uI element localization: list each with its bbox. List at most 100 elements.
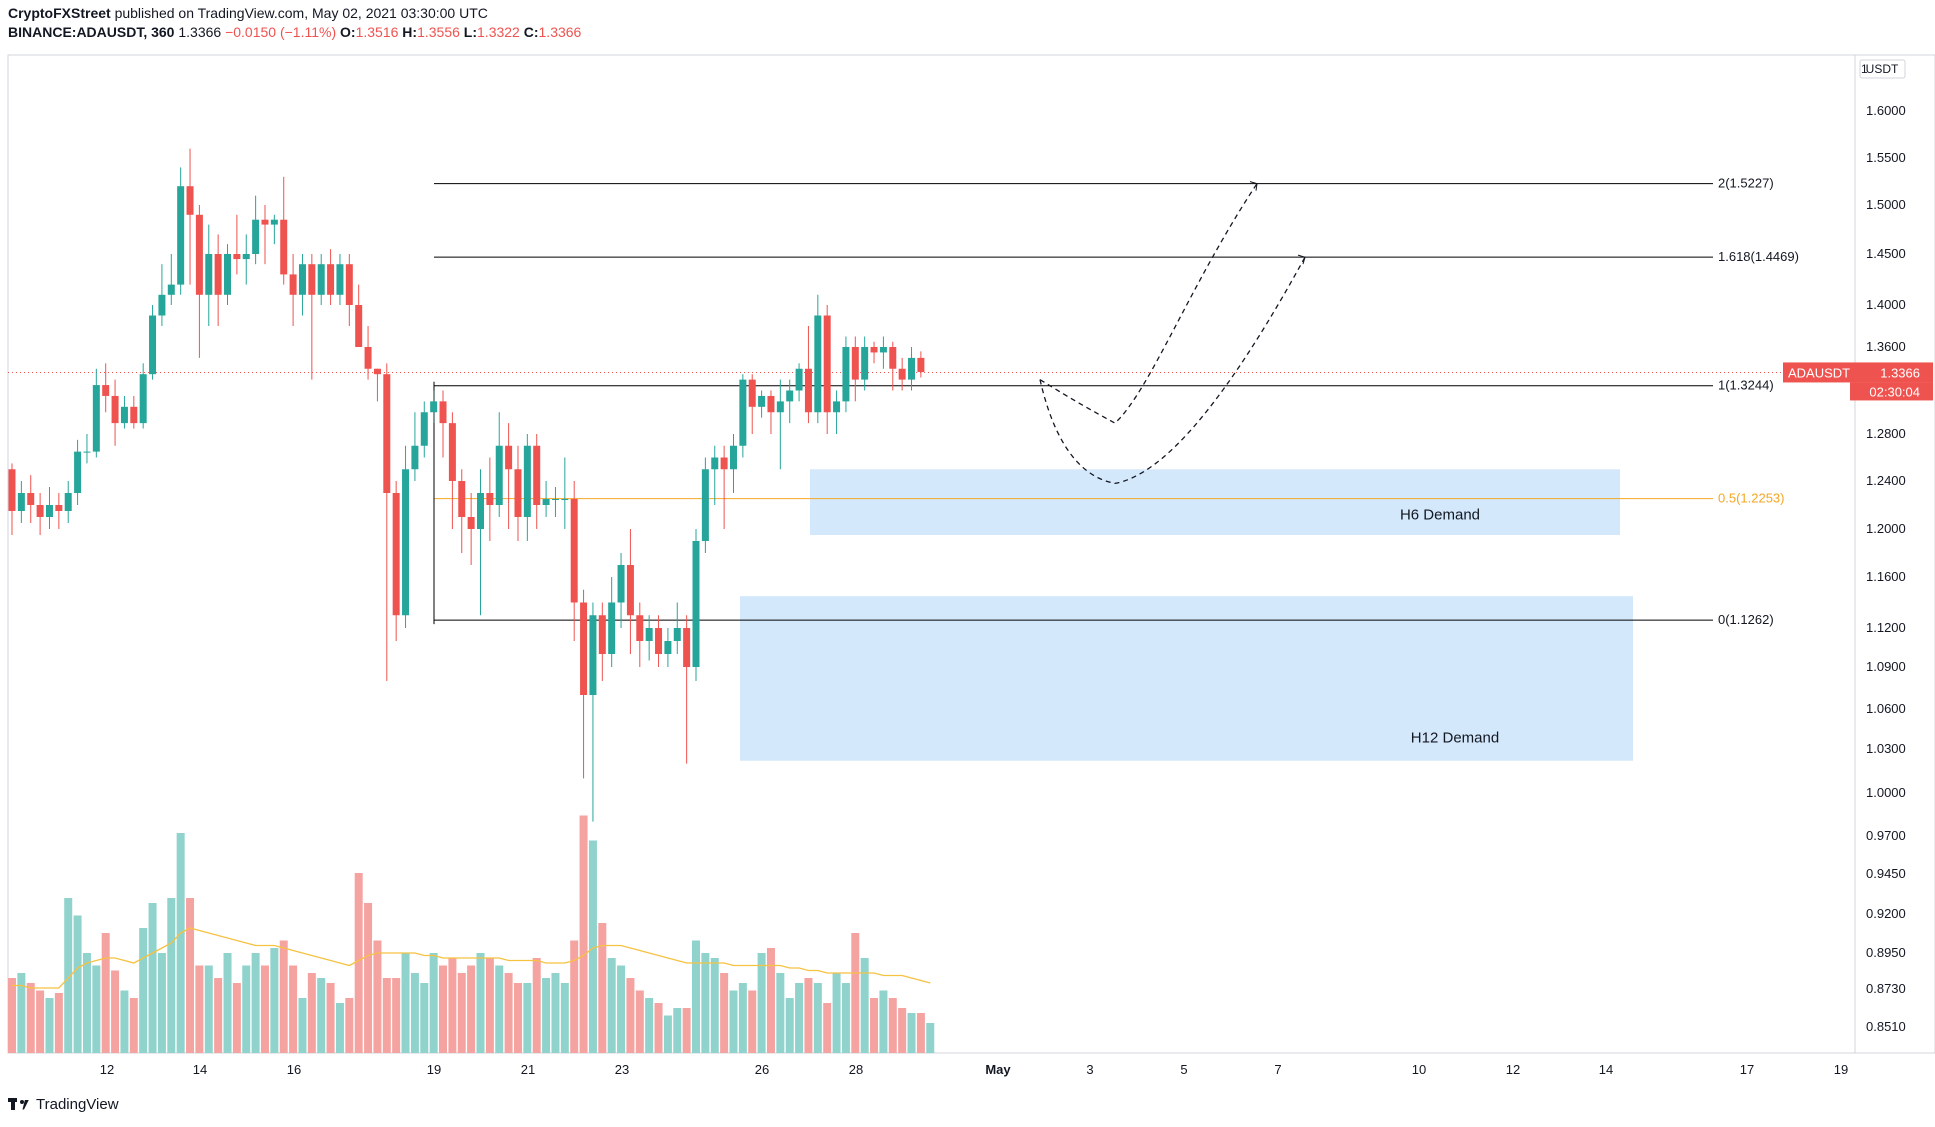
volume-bar <box>898 1008 907 1053</box>
candle-body <box>355 305 363 347</box>
candle-body <box>514 469 522 517</box>
price-tick-label: 0.9700 <box>1866 828 1906 843</box>
volume-bar <box>738 983 747 1053</box>
candle-body <box>149 315 157 375</box>
time-tick-label: 21 <box>521 1062 535 1077</box>
volume-bar <box>916 1013 925 1053</box>
publish-info: CryptoFXStreet published on TradingView.… <box>8 5 488 21</box>
candle-body <box>411 445 419 470</box>
low-value: 1.3322 <box>477 24 520 40</box>
candle-body <box>758 395 766 407</box>
candle-body <box>298 264 306 295</box>
volume-bar <box>766 948 775 1053</box>
volume-bar <box>223 953 232 1053</box>
candle-body <box>786 390 794 402</box>
volume-bar <box>364 903 373 1053</box>
candle-body <box>205 254 213 295</box>
volume-bar <box>8 978 16 1053</box>
demand-zone-label: H6 Demand <box>1400 506 1480 523</box>
candle-body <box>120 406 128 424</box>
countdown-tag <box>1850 382 1933 401</box>
publisher-name[interactable]: CryptoFXStreet <box>8 5 111 21</box>
volume-bar <box>560 983 569 1053</box>
volume-bar <box>813 983 822 1053</box>
volume-bar <box>542 978 551 1053</box>
volume-bar <box>841 983 850 1053</box>
candle-body <box>289 274 297 295</box>
volume-bar <box>326 983 335 1053</box>
volume-bar <box>626 978 635 1053</box>
time-tick-label: 12 <box>1506 1062 1520 1077</box>
candle-body <box>402 469 410 616</box>
volume-bar <box>682 1008 691 1053</box>
candle-body <box>83 451 91 453</box>
volume-bar <box>251 953 260 1053</box>
price-axis <box>1854 54 1935 1054</box>
candle-body <box>879 347 887 353</box>
price-tick-label: 1.5000 <box>1866 197 1906 212</box>
open-value: 1.3516 <box>355 24 399 40</box>
last-price: 1.3366 <box>178 24 222 40</box>
volume-bar <box>607 958 616 1053</box>
volume-bar <box>551 973 560 1053</box>
candle-body <box>870 347 878 353</box>
volume-bar <box>26 983 35 1053</box>
candle-body <box>664 641 672 654</box>
candle-body <box>889 347 897 369</box>
symbol-name: BINANCE:ADAUSDT, 360 <box>8 24 175 40</box>
volume-bar <box>82 953 91 1053</box>
time-tick-label: 23 <box>615 1062 629 1077</box>
volume-bar <box>588 840 597 1053</box>
volume-bar <box>242 965 251 1053</box>
price-tick-label: 1.3600 <box>1866 339 1906 354</box>
volume-bar <box>382 978 391 1053</box>
candle-body <box>580 602 588 695</box>
candle-body <box>598 615 606 654</box>
currency-label: USDT <box>1866 62 1899 76</box>
candle-body <box>551 499 559 500</box>
high-value: 1.3556 <box>417 24 460 40</box>
volume-bar <box>579 815 588 1053</box>
candle-body <box>327 264 335 295</box>
volume-bar <box>785 998 794 1053</box>
candle-body <box>383 374 391 493</box>
fib-level-label: 2(1.5227) <box>1718 176 1774 191</box>
volume-bar <box>345 998 354 1053</box>
candle-body <box>701 469 709 541</box>
candle-body <box>917 357 925 373</box>
volume-bar <box>448 958 457 1053</box>
price-tick-label: 1.0600 <box>1866 701 1906 716</box>
candle-body <box>195 214 203 295</box>
candle-body <box>458 481 466 517</box>
volume-bar <box>214 978 223 1053</box>
price-tick-label: 1.2400 <box>1866 473 1906 488</box>
time-tick-label: 19 <box>427 1062 441 1077</box>
candle-body <box>261 219 269 225</box>
candle-body <box>748 379 756 407</box>
candle-body <box>139 374 147 424</box>
volume-bar <box>645 998 654 1053</box>
brand-label[interactable]: TradingView <box>36 1096 119 1113</box>
volume-bar <box>270 948 279 1053</box>
candle-body <box>823 315 831 413</box>
candle-body <box>505 445 513 470</box>
volume-bar <box>926 1023 935 1053</box>
candle-body <box>308 264 316 295</box>
candle-body <box>814 315 822 413</box>
volume-bar <box>45 998 54 1053</box>
candle-body <box>8 469 16 511</box>
candle-body <box>692 541 700 667</box>
time-tick-label: 26 <box>755 1062 769 1077</box>
volume-bar <box>879 990 888 1053</box>
price-tick-label: 0.8950 <box>1866 945 1906 960</box>
candle-body <box>795 368 803 391</box>
current-price-value: 1.3366 <box>1880 365 1920 380</box>
current-price-symbol: ADAUSDT <box>1788 365 1850 380</box>
candle-body <box>589 615 597 695</box>
candle-body <box>542 499 550 505</box>
candle-body <box>233 254 241 260</box>
price-tick-label: 1.1200 <box>1866 620 1906 635</box>
volume-bar <box>635 990 644 1053</box>
fib-level-label: 1.618(1.4469) <box>1718 249 1799 264</box>
